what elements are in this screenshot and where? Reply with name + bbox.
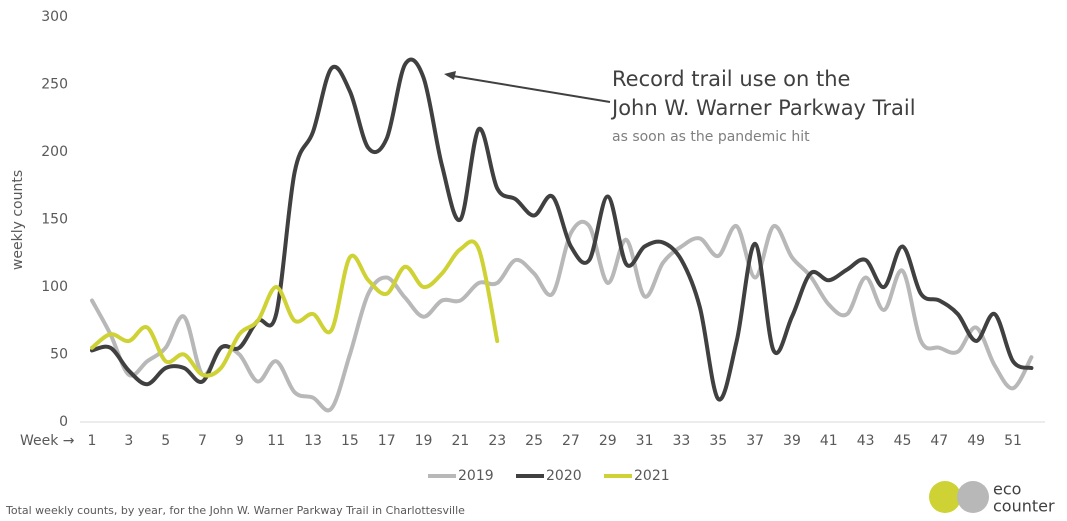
x-tick-label: 27 [562, 433, 580, 449]
y-tick-label: 100 [41, 279, 68, 295]
x-tick-label: 5 [161, 433, 170, 449]
x-tick-label: 45 [894, 433, 912, 449]
legend-label: 2020 [546, 468, 582, 484]
x-tick-label: 19 [415, 433, 433, 449]
x-tick-label: 49 [967, 433, 985, 449]
x-tick-label: 47 [930, 433, 948, 449]
logo-icon [957, 481, 989, 513]
x-tick-label: 21 [451, 433, 469, 449]
legend-label: 2021 [634, 468, 670, 484]
y-tick-label: 250 [41, 77, 68, 93]
x-tick-label: 25 [525, 433, 543, 449]
x-tick-label: 13 [304, 433, 322, 449]
series-line [90, 239, 500, 378]
x-tick-label: 31 [636, 433, 654, 449]
x-tick-label: 11 [267, 433, 285, 449]
x-tick-label: 33 [673, 433, 691, 449]
y-tick-label: 200 [41, 144, 68, 160]
x-tick-label: 7 [198, 433, 207, 449]
logo-icon [929, 481, 961, 513]
logo-text: counter [993, 497, 1055, 516]
footnote: Total weekly counts, by year, for the Jo… [5, 504, 465, 517]
x-tick-label: 29 [599, 433, 617, 449]
annotation: Record trail use on the [612, 67, 850, 91]
arrow-head [444, 71, 456, 80]
annotation: as soon as the pandemic hit [612, 129, 810, 145]
x-tick-label: 1 [88, 433, 97, 449]
y-axis-label: weekly counts [10, 170, 26, 270]
annotation-arrow [446, 74, 611, 103]
x-tick-label: 37 [746, 433, 764, 449]
x-tick-label: 35 [709, 433, 727, 449]
annotation: John W. Warner Parkway Trail [610, 96, 916, 120]
y-tick-label: 150 [41, 212, 68, 228]
logo-text: eco [993, 480, 1021, 499]
series-line [90, 219, 1034, 413]
legend-label: 2019 [458, 468, 494, 484]
x-tick-label: 15 [341, 433, 359, 449]
x-tick-label: 41 [820, 433, 838, 449]
y-tick-label: 0 [59, 414, 68, 430]
x-axis-label: Week → [20, 433, 75, 449]
x-tick-label: 9 [235, 433, 244, 449]
y-tick-label: 50 [50, 347, 68, 363]
x-tick-label: 39 [783, 433, 801, 449]
y-tick-label: 300 [41, 9, 68, 25]
x-tick-label: 43 [857, 433, 875, 449]
x-tick-label: 51 [1004, 433, 1022, 449]
x-tick-label: 23 [488, 433, 506, 449]
x-tick-label: 3 [124, 433, 133, 449]
x-tick-label: 17 [378, 433, 396, 449]
